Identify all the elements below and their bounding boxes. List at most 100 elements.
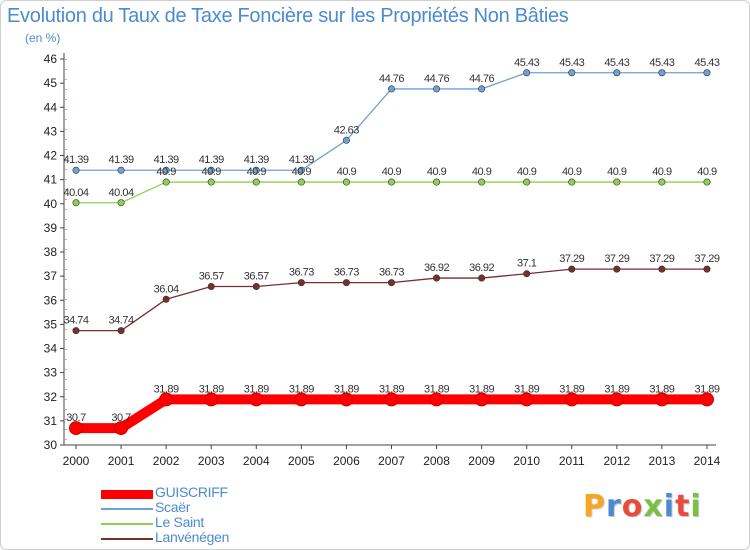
data-label: 31.89 xyxy=(424,383,449,395)
data-point xyxy=(204,392,219,407)
data-point xyxy=(433,274,441,282)
chart-data-labels: 30.7 30.7 31.89 31.89 31.89 31.89 31.89 31.89 31… xyxy=(63,57,720,424)
data-point xyxy=(613,178,621,186)
data-point xyxy=(162,166,170,174)
data-label: 36.73 xyxy=(379,267,404,279)
data-label: 31.89 xyxy=(154,383,179,395)
data-point xyxy=(294,392,309,407)
data-label: 42.63 xyxy=(334,124,359,136)
data-point xyxy=(519,392,534,407)
data-label: 41.39 xyxy=(199,154,224,166)
y-tick-label: 44 xyxy=(44,100,58,114)
data-point xyxy=(342,178,350,186)
data-point xyxy=(339,392,354,407)
data-label: 31.89 xyxy=(694,383,719,395)
x-tick-label: 2012 xyxy=(603,454,630,468)
data-point xyxy=(609,392,624,407)
legend-swatch xyxy=(101,523,153,525)
y-tick-label: 37 xyxy=(44,269,58,283)
logo-letter: x xyxy=(643,489,664,524)
logo-letter: t xyxy=(675,489,691,524)
data-point xyxy=(478,178,486,186)
data-point xyxy=(159,392,174,407)
data-label: 40.04 xyxy=(109,187,134,199)
x-tick-label: 2007 xyxy=(378,454,405,468)
data-point xyxy=(297,178,305,186)
data-point xyxy=(523,270,531,278)
x-tick-label: 2002 xyxy=(153,454,180,468)
data-label: 40.9 xyxy=(697,166,717,178)
y-tick-label: 43 xyxy=(44,124,58,138)
y-tick-label: 34 xyxy=(44,342,58,356)
data-point xyxy=(69,421,83,436)
data-point xyxy=(568,69,576,77)
data-point xyxy=(433,178,441,186)
data-point xyxy=(658,69,666,77)
data-point xyxy=(523,69,531,77)
logo-letter: i xyxy=(663,489,676,524)
data-label: 36.92 xyxy=(424,262,449,274)
data-label: 40.9 xyxy=(427,166,447,178)
y-tick-label: 40 xyxy=(44,197,58,211)
data-label: 40.9 xyxy=(562,166,582,178)
data-label: 40.9 xyxy=(652,166,672,178)
data-label: 31.89 xyxy=(649,383,674,395)
chart-axes: 30 31 32 33 34 35 36 37 38 39 40 41 42 43 44 45 46 2000 20… xyxy=(44,52,721,468)
y-tick-label: 45 xyxy=(44,76,58,90)
data-point xyxy=(658,265,666,273)
logo-letter: o xyxy=(621,489,644,524)
data-label: 41.39 xyxy=(289,154,314,166)
data-point xyxy=(297,166,305,174)
data-point xyxy=(72,199,80,207)
data-label: 40.9 xyxy=(517,166,537,178)
data-point xyxy=(613,265,621,273)
data-label: 40.9 xyxy=(607,166,627,178)
data-label: 44.76 xyxy=(379,73,404,85)
data-point xyxy=(117,199,125,207)
data-label: 31.89 xyxy=(559,383,584,395)
data-label: 30.7 xyxy=(111,412,131,424)
y-tick-label: 32 xyxy=(44,390,58,404)
data-label: 36.57 xyxy=(199,270,224,282)
y-tick-label: 38 xyxy=(44,245,58,259)
data-label: 45.43 xyxy=(694,57,719,69)
data-label: 36.73 xyxy=(289,267,314,279)
data-point xyxy=(568,178,576,186)
data-label: 41.39 xyxy=(63,154,88,166)
data-point xyxy=(342,136,350,144)
data-point xyxy=(207,178,215,186)
y-tick-label: 31 xyxy=(44,414,58,428)
logo-letter: P xyxy=(583,489,606,524)
y-tick-label: 33 xyxy=(44,366,58,380)
data-label: 36.92 xyxy=(469,262,494,274)
data-point xyxy=(703,69,711,77)
x-tick-label: 2005 xyxy=(288,454,315,468)
chart-series-points xyxy=(69,69,714,436)
data-label: 40.9 xyxy=(472,166,492,178)
data-label: 36.04 xyxy=(154,283,179,295)
data-point xyxy=(72,327,80,335)
data-point xyxy=(699,392,714,407)
data-label: 40.9 xyxy=(247,166,267,178)
data-point xyxy=(252,166,260,174)
y-tick-label: 36 xyxy=(44,293,58,307)
data-label: 45.43 xyxy=(514,57,539,69)
data-label: 40.9 xyxy=(382,166,402,178)
x-tick-label: 2014 xyxy=(694,454,721,468)
data-point xyxy=(342,279,350,287)
data-label: 30.7 xyxy=(66,412,86,424)
data-label: 37.29 xyxy=(559,253,584,265)
data-point xyxy=(207,282,215,290)
data-label: 36.57 xyxy=(244,270,269,282)
data-label: 31.89 xyxy=(289,383,314,395)
data-label: 37.29 xyxy=(604,253,629,265)
data-label: 34.74 xyxy=(63,315,88,327)
y-tick-label: 42 xyxy=(44,149,58,163)
x-tick-label: 2013 xyxy=(649,454,676,468)
data-point xyxy=(162,295,170,303)
legend-swatch xyxy=(101,508,153,510)
x-tick-label: 2009 xyxy=(468,454,495,468)
data-point xyxy=(703,178,711,186)
data-label: 31.89 xyxy=(244,383,269,395)
